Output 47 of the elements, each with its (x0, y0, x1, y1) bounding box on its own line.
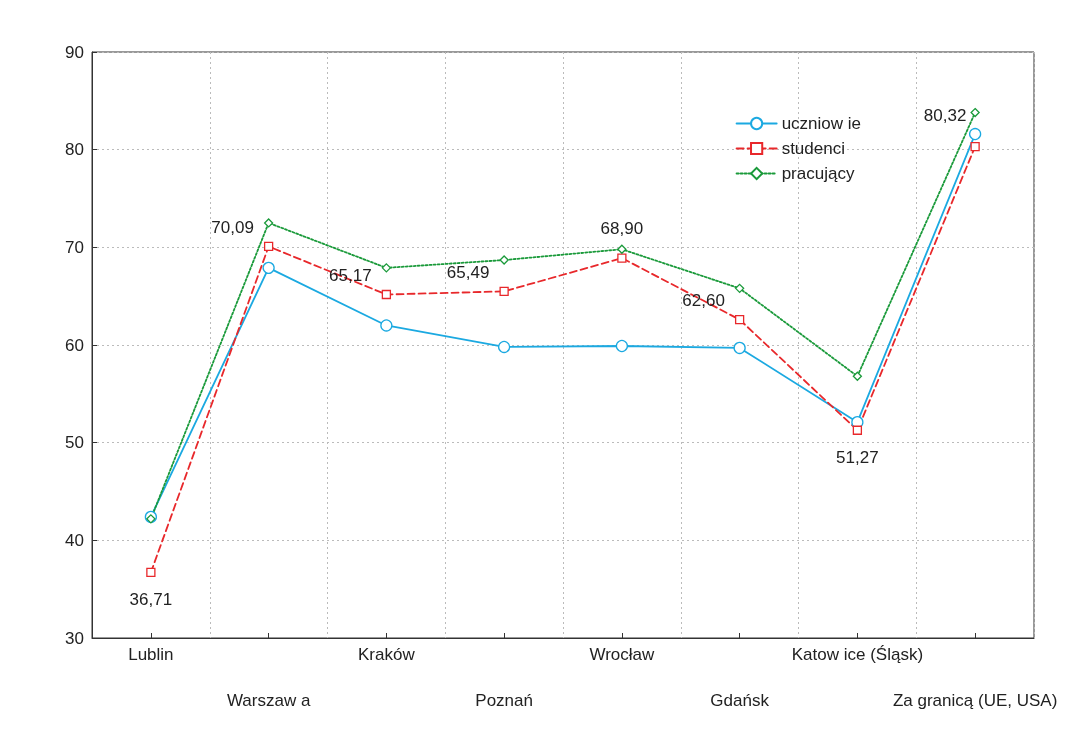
point (497, 340, 511, 354)
point (617, 244, 627, 254)
point (852, 371, 863, 381)
data-label: 36,71 (129, 589, 173, 609)
y-tick-label: 50 (65, 433, 84, 453)
point (968, 127, 982, 141)
point (263, 241, 274, 252)
x-tick-label: Poznań (475, 691, 533, 710)
point (381, 289, 392, 300)
point (381, 263, 392, 273)
data-label: 80,32 (923, 105, 967, 125)
y-tick-label: 70 (65, 237, 84, 257)
y-tick-label: 90 (65, 42, 84, 62)
point (734, 283, 745, 293)
x-tick-label: Kraków (358, 645, 416, 664)
point (617, 253, 627, 263)
y-tick-label: 30 (65, 628, 84, 648)
x-tick-label: Katow ice (Śląsk) (791, 645, 924, 664)
y-tick-label: 80 (65, 140, 84, 160)
point (146, 567, 156, 578)
y-tick-label: 60 (65, 335, 84, 355)
legend-label: pracujący (781, 164, 855, 183)
data-label: 65,49 (446, 262, 490, 282)
point (852, 425, 863, 435)
point (262, 261, 275, 274)
legend-label: uczniow ie (781, 114, 861, 133)
data-label: 70,09 (211, 217, 254, 237)
point (615, 339, 629, 353)
x-tick-label: Za granicą (UE, USA) (892, 691, 1058, 710)
point (970, 141, 980, 152)
point (499, 286, 509, 297)
point (263, 218, 274, 228)
point (146, 514, 156, 524)
x-tick-label: Wrocław (589, 645, 656, 664)
legend-label: studenci (781, 139, 845, 158)
point (380, 319, 393, 332)
x-tick-label: Gdańsk (710, 691, 770, 710)
y-tick-label: 40 (65, 530, 84, 550)
data-label: 68,90 (600, 219, 644, 239)
x-tick-label: Warszaw a (226, 691, 311, 710)
point (733, 341, 746, 355)
point (499, 255, 509, 265)
point (970, 107, 980, 118)
data-label: 51,27 (836, 447, 879, 467)
point (734, 314, 745, 325)
data-label: 62,60 (682, 290, 725, 310)
x-tick-label: Lublin (128, 645, 174, 664)
